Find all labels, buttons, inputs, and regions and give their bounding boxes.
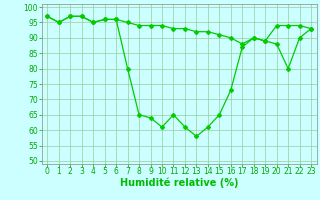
X-axis label: Humidité relative (%): Humidité relative (%) [120, 178, 238, 188]
